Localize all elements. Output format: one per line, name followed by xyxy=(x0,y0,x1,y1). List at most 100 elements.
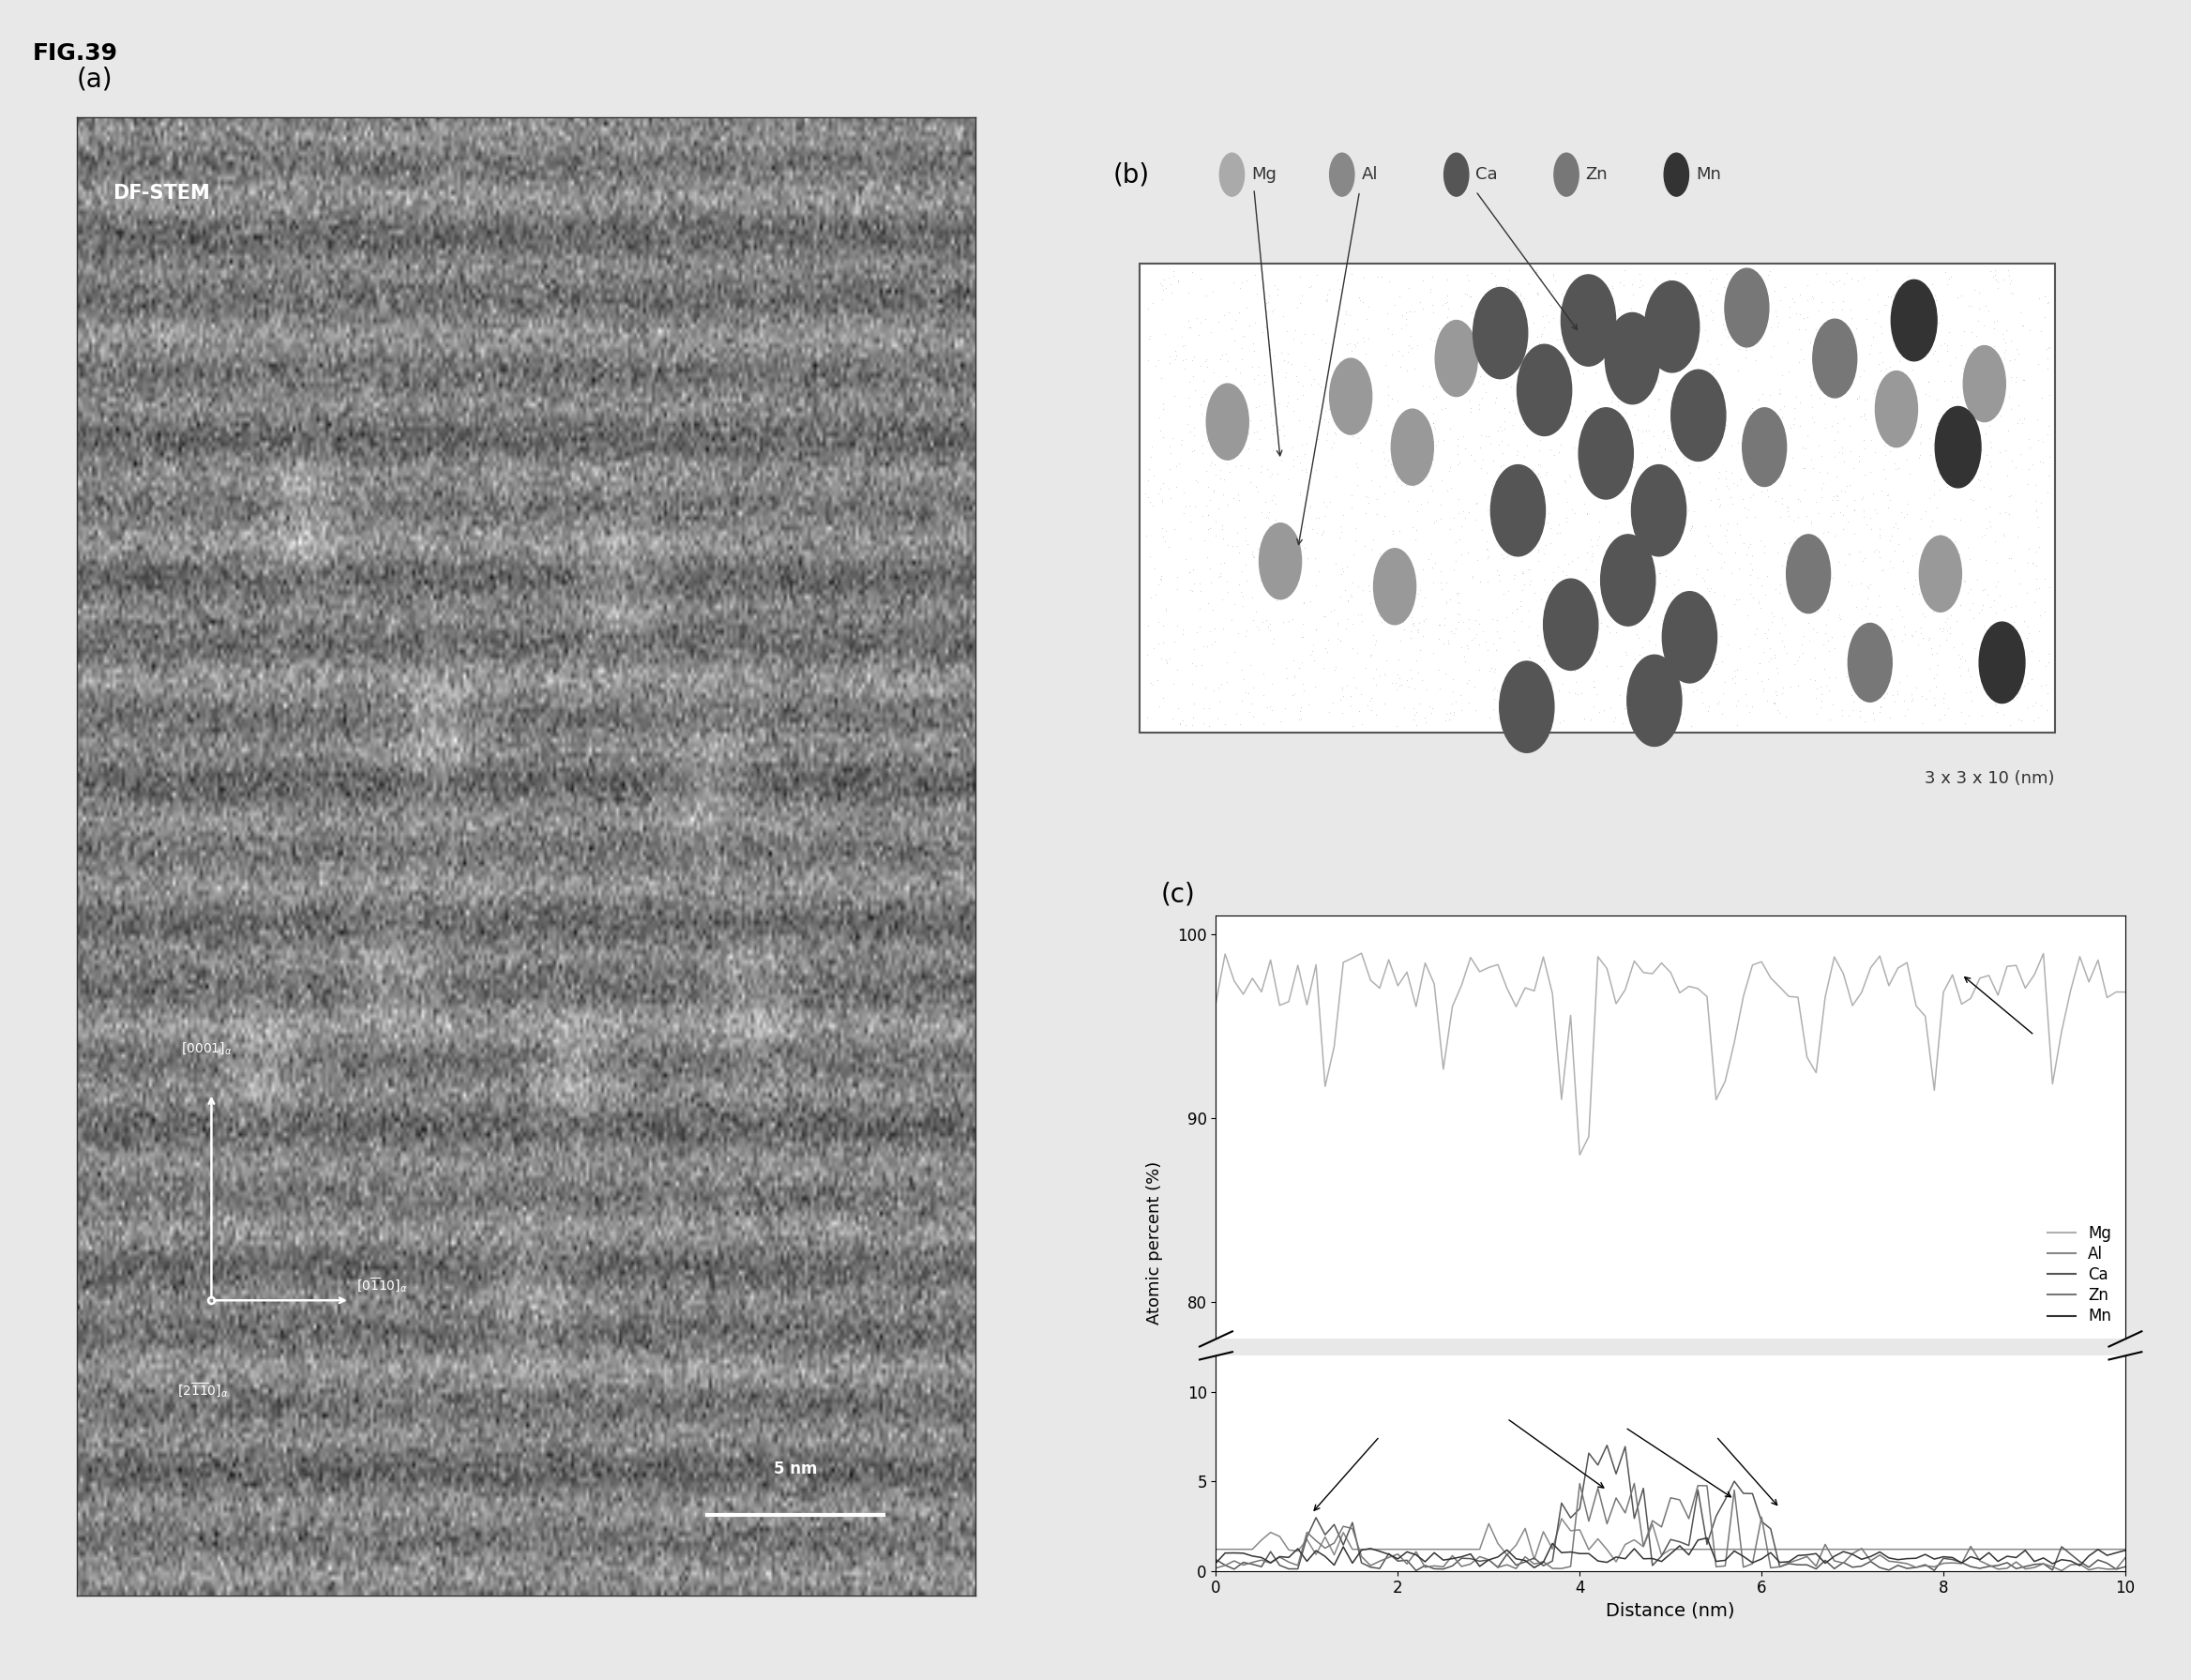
Point xyxy=(1639,291,1674,318)
Point xyxy=(1805,442,1840,469)
Point xyxy=(1919,652,1954,679)
Point xyxy=(1755,432,1790,459)
Point xyxy=(1330,396,1365,423)
Point xyxy=(1260,358,1295,385)
Point xyxy=(1645,480,1680,507)
Point xyxy=(1196,615,1231,642)
Point xyxy=(1275,647,1310,674)
Point xyxy=(2031,462,2066,489)
Point xyxy=(1928,608,1963,635)
Point xyxy=(1345,289,1380,316)
Point xyxy=(1306,655,1341,682)
Point xyxy=(1398,647,1433,674)
Point xyxy=(1521,281,1556,307)
Point xyxy=(1205,516,1240,543)
Point xyxy=(1606,272,1641,299)
Point xyxy=(1354,536,1389,563)
Point xyxy=(1275,324,1310,351)
Point xyxy=(1330,331,1365,358)
Point xyxy=(1308,635,1343,662)
Point xyxy=(1319,654,1354,680)
Point xyxy=(1637,648,1672,675)
Point xyxy=(1720,657,1755,684)
Point xyxy=(1812,381,1847,408)
Point xyxy=(1194,630,1229,657)
Point xyxy=(1777,289,1812,316)
Point xyxy=(1591,613,1626,640)
Point xyxy=(1904,412,1939,438)
Point xyxy=(1902,445,1937,472)
Point xyxy=(1361,501,1396,528)
Point xyxy=(1670,437,1705,464)
Point xyxy=(1385,341,1420,368)
Point xyxy=(1694,277,1729,304)
Point xyxy=(1415,385,1450,412)
Point xyxy=(1628,365,1663,391)
Point xyxy=(1315,598,1350,625)
Point xyxy=(1854,667,1889,694)
Point xyxy=(1840,617,1875,643)
Point xyxy=(1389,306,1424,333)
Point xyxy=(1225,583,1260,610)
Point xyxy=(1735,395,1770,422)
Ellipse shape xyxy=(1724,269,1768,348)
Point xyxy=(1538,383,1573,410)
Point xyxy=(1613,581,1648,608)
Point xyxy=(1584,319,1619,346)
Point xyxy=(1808,415,1843,442)
Point xyxy=(1634,544,1670,571)
Point xyxy=(1674,512,1709,539)
Point xyxy=(1718,328,1753,354)
Point xyxy=(1794,405,1829,432)
Point xyxy=(1744,400,1779,427)
Point xyxy=(1448,281,1483,307)
Point xyxy=(1547,541,1582,568)
Point xyxy=(1797,454,1832,480)
Point xyxy=(2009,580,2044,606)
Point xyxy=(1593,544,1628,571)
Point xyxy=(1904,272,1939,299)
Point xyxy=(1915,341,1950,368)
Point xyxy=(1825,697,1860,724)
Point xyxy=(1166,348,1201,375)
Point xyxy=(1619,620,1654,647)
Point xyxy=(1893,524,1928,551)
Point xyxy=(1251,613,1286,640)
Point xyxy=(1407,704,1442,731)
Point xyxy=(1573,706,1608,732)
Point xyxy=(1450,667,1485,694)
Point xyxy=(1330,606,1365,633)
Point xyxy=(1602,509,1637,536)
Point xyxy=(1516,685,1551,712)
Point xyxy=(1626,675,1661,702)
Point xyxy=(1661,702,1696,729)
Point xyxy=(1352,294,1387,321)
Point xyxy=(1181,613,1216,640)
Point xyxy=(1803,484,1838,511)
Point xyxy=(1547,316,1582,343)
Point xyxy=(1751,617,1786,643)
Point xyxy=(1911,297,1946,324)
Point xyxy=(1345,711,1380,738)
Point xyxy=(1599,618,1634,645)
Point xyxy=(1825,433,1860,460)
Point xyxy=(1773,529,1808,556)
Point xyxy=(1676,386,1711,413)
Point xyxy=(1367,690,1402,717)
Point xyxy=(1339,450,1374,477)
Point xyxy=(1865,398,1900,425)
Point xyxy=(1404,267,1439,294)
Point xyxy=(1207,301,1242,328)
Point xyxy=(1792,507,1827,534)
Point xyxy=(1494,351,1529,378)
Point xyxy=(1461,568,1496,595)
Point xyxy=(1626,467,1661,494)
Point xyxy=(1183,353,1218,380)
Point xyxy=(1201,674,1236,701)
Point xyxy=(1847,407,1882,433)
Point xyxy=(1284,623,1319,650)
Point xyxy=(1661,519,1696,546)
Point xyxy=(1948,709,1983,736)
Point xyxy=(1518,323,1553,349)
Point xyxy=(1468,423,1503,450)
